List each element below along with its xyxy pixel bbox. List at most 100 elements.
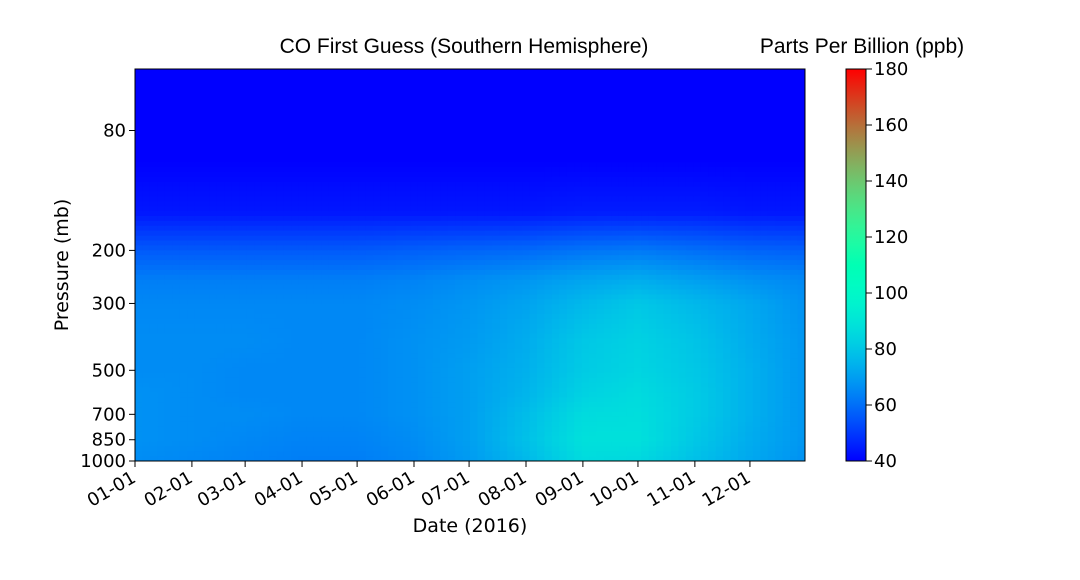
heatmap-cell <box>582 177 590 183</box>
heatmap-cell <box>172 128 180 134</box>
heatmap-cell <box>276 236 284 242</box>
heatmap-cell <box>157 108 165 114</box>
heatmap-cell <box>783 196 791 202</box>
heatmap-cell <box>671 250 679 256</box>
heatmap-cell <box>664 309 672 315</box>
heatmap-cell <box>589 147 597 153</box>
heatmap-cell <box>530 324 538 330</box>
heatmap-cell <box>544 94 552 100</box>
heatmap-cell <box>329 226 337 232</box>
heatmap-cell <box>142 69 150 75</box>
heatmap-cell <box>641 177 649 183</box>
heatmap-cell <box>262 329 270 335</box>
heatmap-cell <box>299 231 307 237</box>
heatmap-cell <box>507 94 515 100</box>
heatmap-cell <box>530 236 538 242</box>
heatmap-cell <box>455 334 463 340</box>
heatmap-cell <box>425 74 433 80</box>
heatmap-cell <box>269 314 277 320</box>
heatmap-cell <box>760 260 768 266</box>
heatmap-cell <box>507 260 515 266</box>
heatmap-cell <box>262 270 270 276</box>
heatmap-cell <box>731 89 739 95</box>
heatmap-cell <box>790 143 798 149</box>
heatmap-cell <box>433 84 441 90</box>
heatmap-cell <box>157 74 165 80</box>
heatmap-cell <box>798 221 806 227</box>
heatmap-cell <box>686 89 694 95</box>
heatmap-cell <box>723 162 731 168</box>
heatmap-cell <box>418 236 426 242</box>
heatmap-cell <box>708 201 716 207</box>
heatmap-cell <box>544 206 552 212</box>
heatmap-cell <box>611 143 619 149</box>
heatmap-cell <box>440 89 448 95</box>
heatmap-cell <box>671 74 679 80</box>
heatmap-cell <box>664 79 672 85</box>
heatmap-cell <box>343 260 351 266</box>
heatmap-cell <box>448 255 456 261</box>
heatmap-cell <box>708 294 716 300</box>
heatmap-cell <box>150 285 158 291</box>
heatmap-cell <box>708 211 716 217</box>
heatmap-cell <box>366 221 374 227</box>
heatmap-cell <box>396 138 404 144</box>
heatmap-cell <box>157 334 165 340</box>
heatmap-cell <box>381 94 389 100</box>
heatmap-cell <box>626 280 634 286</box>
heatmap-cell <box>790 280 798 286</box>
heatmap-cell <box>470 270 478 276</box>
heatmap-cell <box>388 211 396 217</box>
heatmap-cell <box>396 206 404 212</box>
heatmap-cell <box>150 147 158 153</box>
heatmap-cell <box>165 241 173 247</box>
heatmap-cell <box>135 162 143 168</box>
heatmap-cell <box>470 290 478 296</box>
heatmap-cell <box>336 113 344 119</box>
heatmap-cell <box>783 123 791 128</box>
heatmap-cell <box>433 201 441 207</box>
heatmap-cell <box>433 152 441 158</box>
heatmap-cell <box>693 294 701 300</box>
heatmap-cell <box>708 113 716 119</box>
heatmap-cell <box>180 231 188 237</box>
heatmap-cell <box>552 285 560 291</box>
heatmap-cell <box>358 162 366 168</box>
heatmap-cell <box>500 187 508 193</box>
heatmap-cell <box>589 285 597 291</box>
heatmap-cell <box>150 69 158 75</box>
heatmap-cell <box>775 294 783 300</box>
heatmap-cell <box>731 221 739 227</box>
heatmap-cell <box>537 187 545 193</box>
heatmap-cell <box>738 103 746 109</box>
heatmap-cell <box>604 177 612 183</box>
heatmap-cell <box>291 177 299 183</box>
heatmap-cell <box>582 172 590 178</box>
heatmap-cell <box>664 319 672 325</box>
heatmap-cell <box>440 69 448 75</box>
heatmap-cell <box>321 79 329 85</box>
heatmap-cell <box>142 226 150 232</box>
heatmap-cell <box>135 245 143 251</box>
heatmap-cell <box>343 118 351 124</box>
heatmap-cell <box>589 138 597 144</box>
heatmap-cell <box>299 211 307 217</box>
heatmap-cell <box>552 309 560 315</box>
heatmap-cell <box>410 94 418 100</box>
heatmap-cell <box>440 250 448 256</box>
heatmap-cell <box>485 152 493 158</box>
heatmap-cell <box>433 157 441 163</box>
heatmap-cell <box>232 206 240 212</box>
heatmap-cell <box>343 280 351 286</box>
heatmap-cell <box>321 123 329 128</box>
heatmap-cell <box>500 206 508 212</box>
heatmap-cell <box>567 231 575 237</box>
heatmap-cell <box>716 108 724 114</box>
heatmap-cell <box>775 74 783 80</box>
heatmap-cell <box>723 236 731 242</box>
heatmap-cell <box>686 172 694 178</box>
heatmap-cell <box>329 89 337 95</box>
heatmap-cell <box>790 187 798 193</box>
heatmap-cell <box>671 172 679 178</box>
heatmap-cell <box>790 133 798 139</box>
